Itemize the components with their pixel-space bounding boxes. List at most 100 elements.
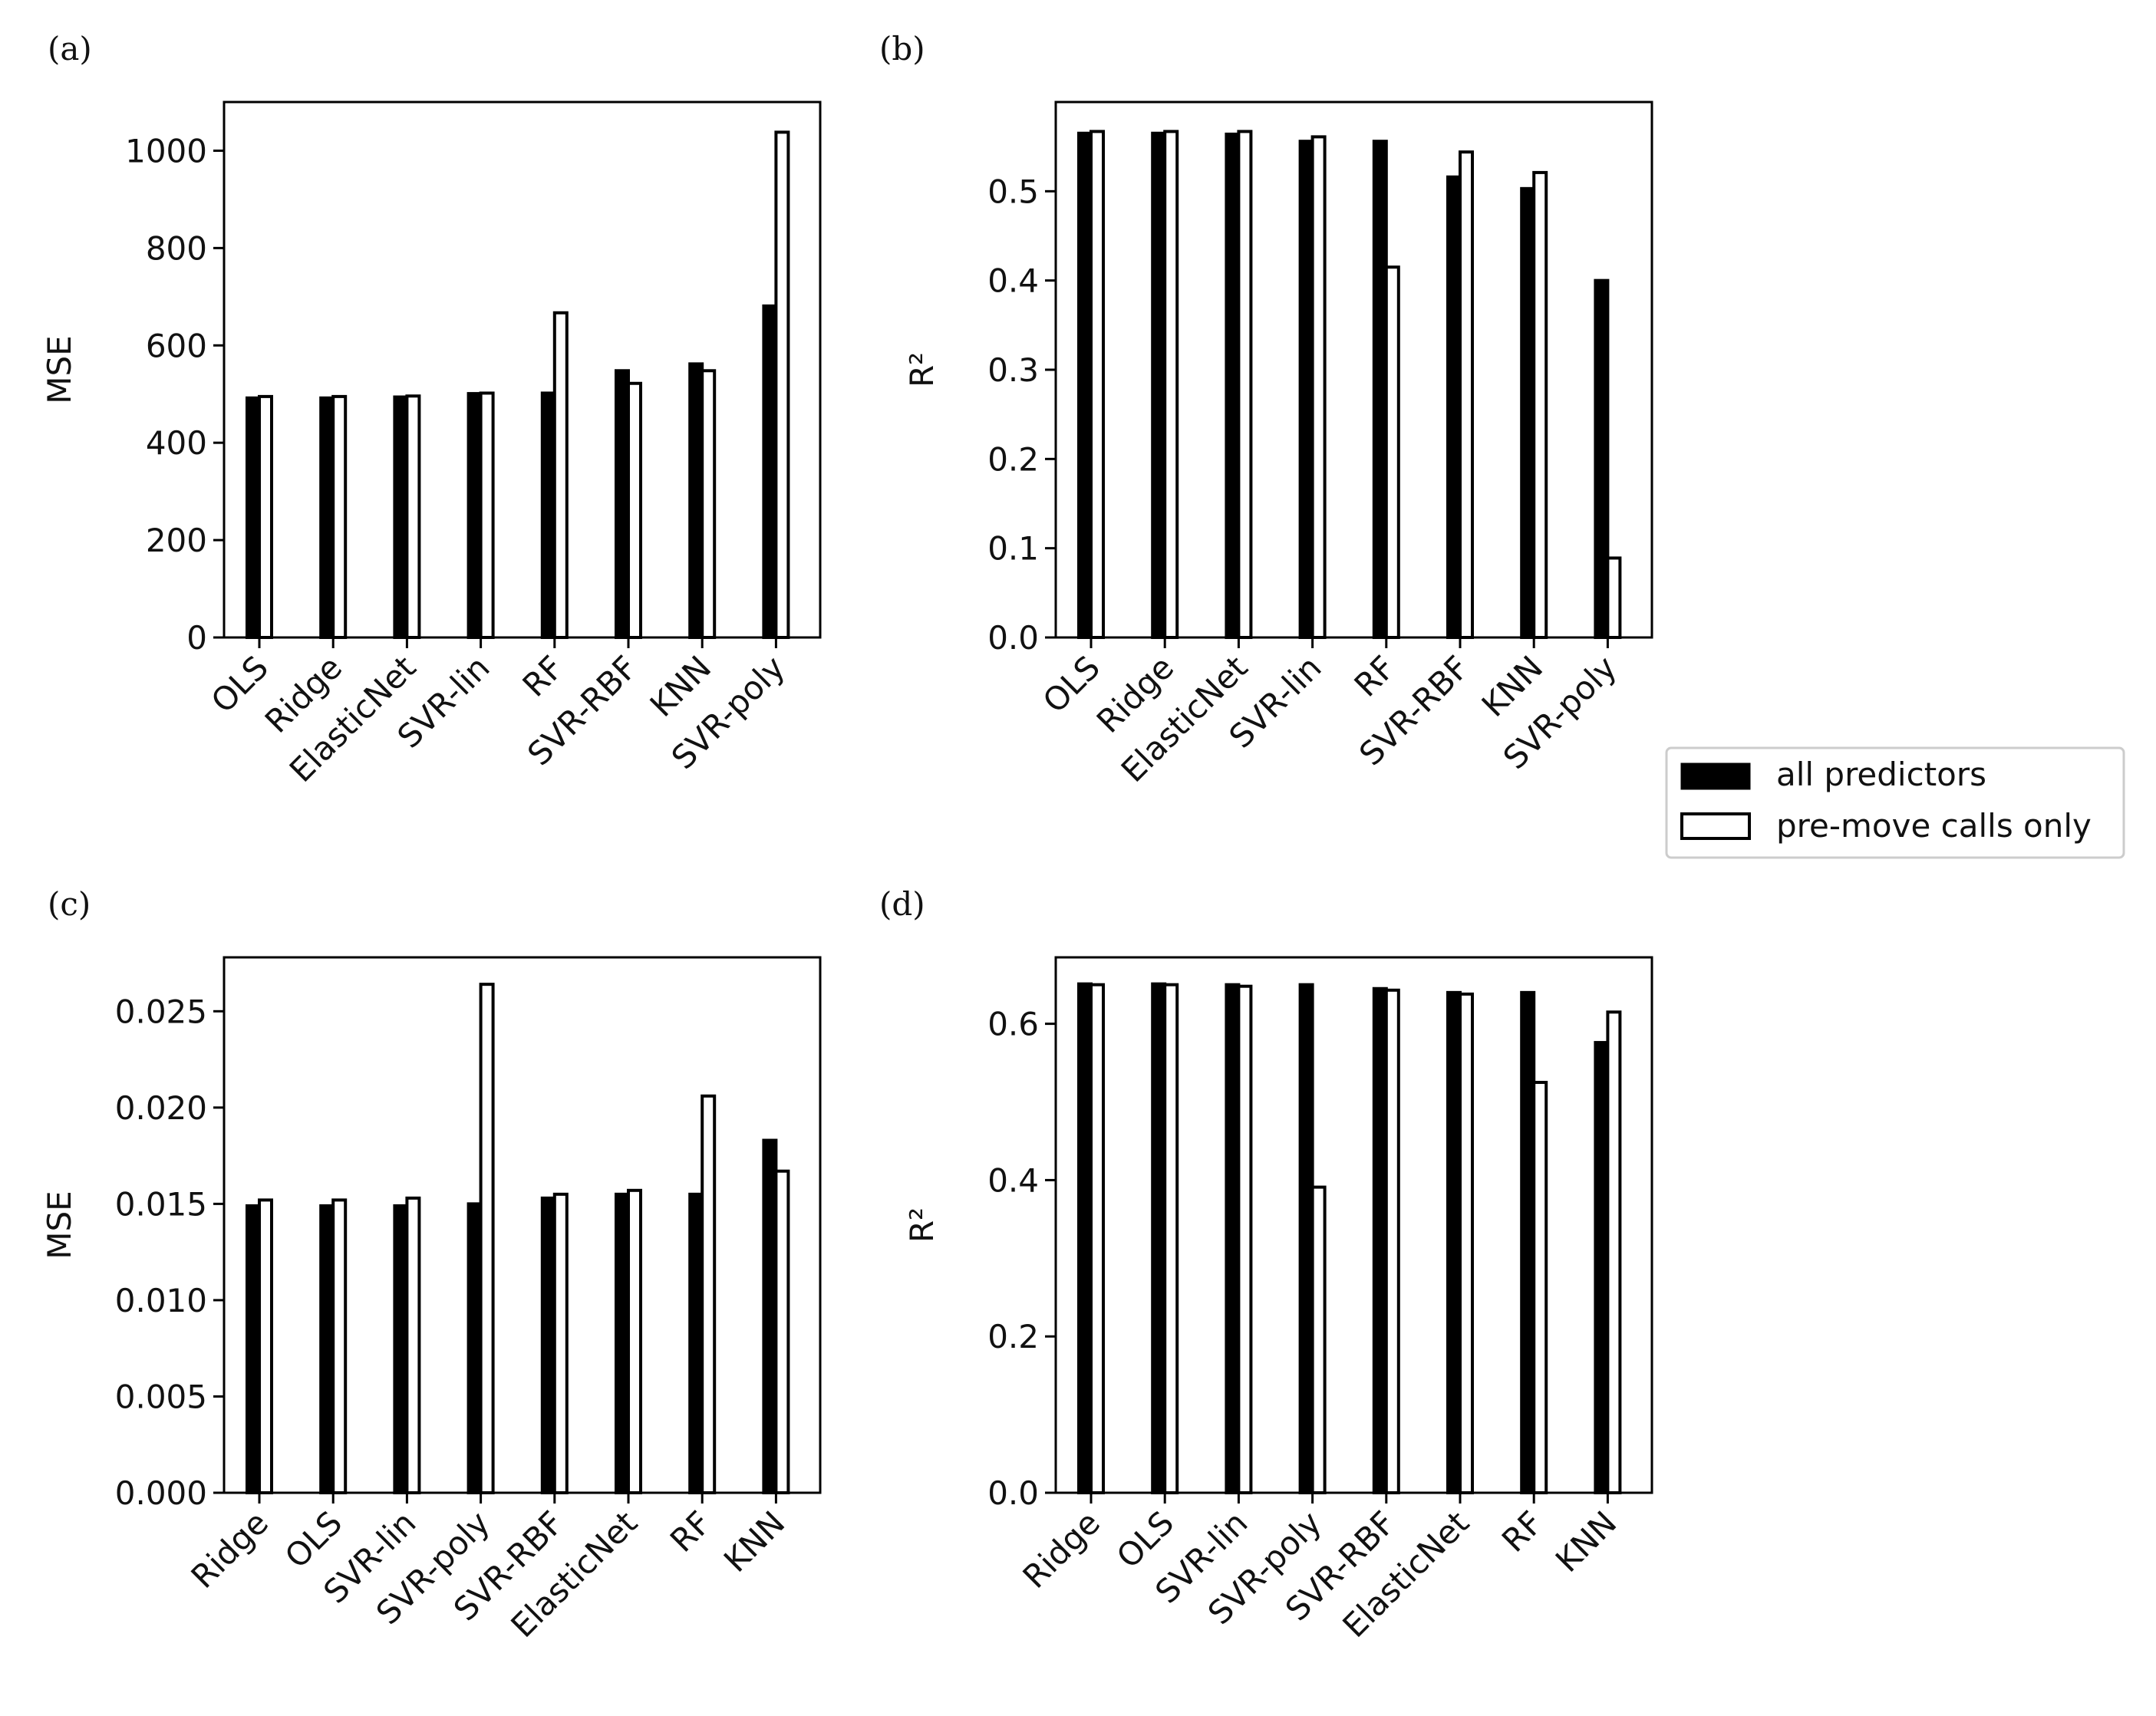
legend-label-pre-move-calls-only: pre-move calls only bbox=[1776, 807, 2092, 845]
y-tick-label: 0.4 bbox=[987, 262, 1039, 300]
y-tick-label: 1000 bbox=[125, 132, 207, 170]
x-tick-label-rf: RF bbox=[663, 1504, 718, 1559]
panel-c: (c)Ridge OLSSVR-linSVR-polySVR-RBFElastic… bbox=[41, 885, 822, 1645]
y-tick-label: 200 bbox=[146, 522, 207, 559]
bar-svr-poly-pre-move-calls-only bbox=[479, 983, 495, 1495]
y-tick-label: 600 bbox=[146, 327, 207, 364]
bar-rf-pre-move-calls-only bbox=[1532, 1081, 1548, 1494]
y-tick-label: 0 bbox=[186, 619, 207, 657]
bar-svr-lin-pre-move-calls-only bbox=[405, 1196, 421, 1494]
bar-knn-pre-move-calls-only bbox=[774, 1169, 790, 1495]
y-tick-label: 0.1 bbox=[987, 530, 1039, 568]
bar-elasticnet-all-predictors bbox=[393, 395, 409, 639]
bar-knn-pre-move-calls-only bbox=[1606, 1010, 1622, 1494]
bar-rf-pre-move-calls-only bbox=[552, 311, 569, 639]
bar-elasticnet-pre-move-calls-only bbox=[1459, 992, 1474, 1494]
bar-knn-pre-move-calls-only bbox=[1532, 170, 1548, 640]
y-tick-label: 0.2 bbox=[987, 1318, 1039, 1355]
bar-svr-lin-all-predictors bbox=[466, 392, 483, 639]
bar-rf-all-predictors bbox=[688, 1192, 704, 1495]
bar-ols-all-predictors bbox=[319, 1204, 335, 1494]
bar-elasticnet-all-predictors bbox=[1225, 132, 1241, 639]
bar-svr-rbf-pre-move-calls-only bbox=[1459, 150, 1474, 639]
panel-label: (b) bbox=[879, 30, 925, 68]
bar-knn-all-predictors bbox=[1520, 186, 1536, 640]
bar-ridge-pre-move-calls-only bbox=[258, 1198, 273, 1495]
y-axis-label: MSE bbox=[41, 1191, 78, 1259]
y-tick-label: 0.010 bbox=[115, 1282, 207, 1319]
bar-svr-rbf-all-predictors bbox=[540, 1196, 556, 1494]
panel-label: (a) bbox=[48, 30, 92, 68]
y-tick-label: 0.005 bbox=[115, 1378, 207, 1415]
y-tick-label: 0.5 bbox=[987, 173, 1039, 210]
bar-ridge-pre-move-calls-only bbox=[1163, 130, 1179, 639]
bar-ols-all-predictors bbox=[1151, 982, 1167, 1494]
bar-svr-lin-pre-move-calls-only bbox=[1310, 135, 1327, 639]
bar-knn-all-predictors bbox=[1594, 1041, 1610, 1494]
bar-svr-rbf-pre-move-calls-only bbox=[1384, 988, 1400, 1495]
bar-svr-lin-pre-move-calls-only bbox=[1237, 984, 1253, 1494]
bar-svr-poly-all-predictors bbox=[762, 304, 778, 639]
bar-knn-all-predictors bbox=[688, 362, 704, 639]
y-tick-label: 400 bbox=[146, 424, 207, 462]
x-tick-label-ridge: Ridge bbox=[184, 1504, 276, 1596]
y-tick-label: 0.020 bbox=[115, 1089, 207, 1127]
bar-elasticnet-all-predictors bbox=[615, 1192, 630, 1495]
bar-ridge-all-predictors bbox=[1077, 982, 1093, 1494]
bar-svr-rbf-pre-move-calls-only bbox=[627, 381, 642, 639]
bar-ridge-pre-move-calls-only bbox=[1090, 983, 1105, 1494]
axes-frame bbox=[223, 956, 822, 1494]
bar-elasticnet-all-predictors bbox=[1446, 990, 1462, 1494]
bar-svr-poly-pre-move-calls-only bbox=[1310, 1185, 1327, 1495]
y-axis-label: MSE bbox=[41, 335, 78, 403]
bar-svr-poly-pre-move-calls-only bbox=[1606, 556, 1622, 639]
bar-ols-pre-move-calls-only bbox=[1163, 983, 1179, 1494]
bar-ridge-all-predictors bbox=[246, 1204, 261, 1494]
y-tick-label: 0.025 bbox=[115, 993, 207, 1030]
bar-rf-all-predictors bbox=[540, 391, 556, 639]
legend: all predictors pre-move calls only bbox=[1665, 746, 2125, 859]
x-tick-label-ridge: Ridge bbox=[1016, 1504, 1108, 1596]
bar-ridge-all-predictors bbox=[319, 396, 335, 639]
bar-ols-pre-move-calls-only bbox=[1090, 130, 1105, 639]
y-axis-label: R² bbox=[903, 352, 941, 387]
bar-elasticnet-pre-move-calls-only bbox=[1237, 130, 1253, 639]
bar-svr-rbf-all-predictors bbox=[1372, 986, 1388, 1495]
bar-svr-poly-all-predictors bbox=[466, 1202, 483, 1495]
bar-rf-pre-move-calls-only bbox=[701, 1094, 717, 1494]
x-tick-label-knn: KNN bbox=[717, 1504, 793, 1579]
legend-label-all-predictors: all predictors bbox=[1776, 756, 1986, 793]
x-tick-label-knn: KNN bbox=[1548, 1504, 1624, 1579]
axes-frame bbox=[223, 100, 822, 639]
bar-svr-rbf-pre-move-calls-only bbox=[552, 1192, 569, 1495]
y-tick-label: 800 bbox=[146, 229, 207, 267]
x-tick-label-rf: RF bbox=[1495, 1504, 1550, 1559]
bar-rf-all-predictors bbox=[1372, 140, 1388, 640]
y-tick-label: 0.000 bbox=[115, 1474, 207, 1512]
bar-ols-pre-move-calls-only bbox=[258, 394, 273, 640]
bar-ols-pre-move-calls-only bbox=[331, 1198, 348, 1495]
bar-ols-all-predictors bbox=[1077, 131, 1093, 639]
legend-swatch-pre-move-calls-only bbox=[1680, 812, 1751, 840]
y-tick-label: 0.015 bbox=[115, 1185, 207, 1223]
bar-svr-rbf-all-predictors bbox=[615, 369, 630, 639]
bar-svr-lin-all-predictors bbox=[393, 1204, 409, 1494]
y-tick-label: 0.6 bbox=[987, 1006, 1039, 1043]
x-tick-label-rf: RF bbox=[516, 648, 571, 703]
bar-svr-lin-all-predictors bbox=[1225, 983, 1241, 1494]
legend-swatch-all-predictors bbox=[1680, 762, 1751, 790]
bar-svr-rbf-all-predictors bbox=[1446, 175, 1462, 640]
bar-elasticnet-pre-move-calls-only bbox=[627, 1188, 642, 1495]
axes-frame bbox=[1054, 956, 1653, 1494]
panel-label: (d) bbox=[879, 885, 925, 923]
bar-ridge-all-predictors bbox=[1151, 131, 1167, 639]
y-tick-label: 0.3 bbox=[987, 351, 1039, 389]
axes-frame bbox=[1054, 100, 1653, 639]
bar-svr-poly-all-predictors bbox=[1594, 278, 1610, 639]
bar-knn-pre-move-calls-only bbox=[701, 369, 717, 639]
y-tick-label: 0.0 bbox=[987, 619, 1039, 657]
bar-svr-poly-all-predictors bbox=[1298, 983, 1314, 1494]
